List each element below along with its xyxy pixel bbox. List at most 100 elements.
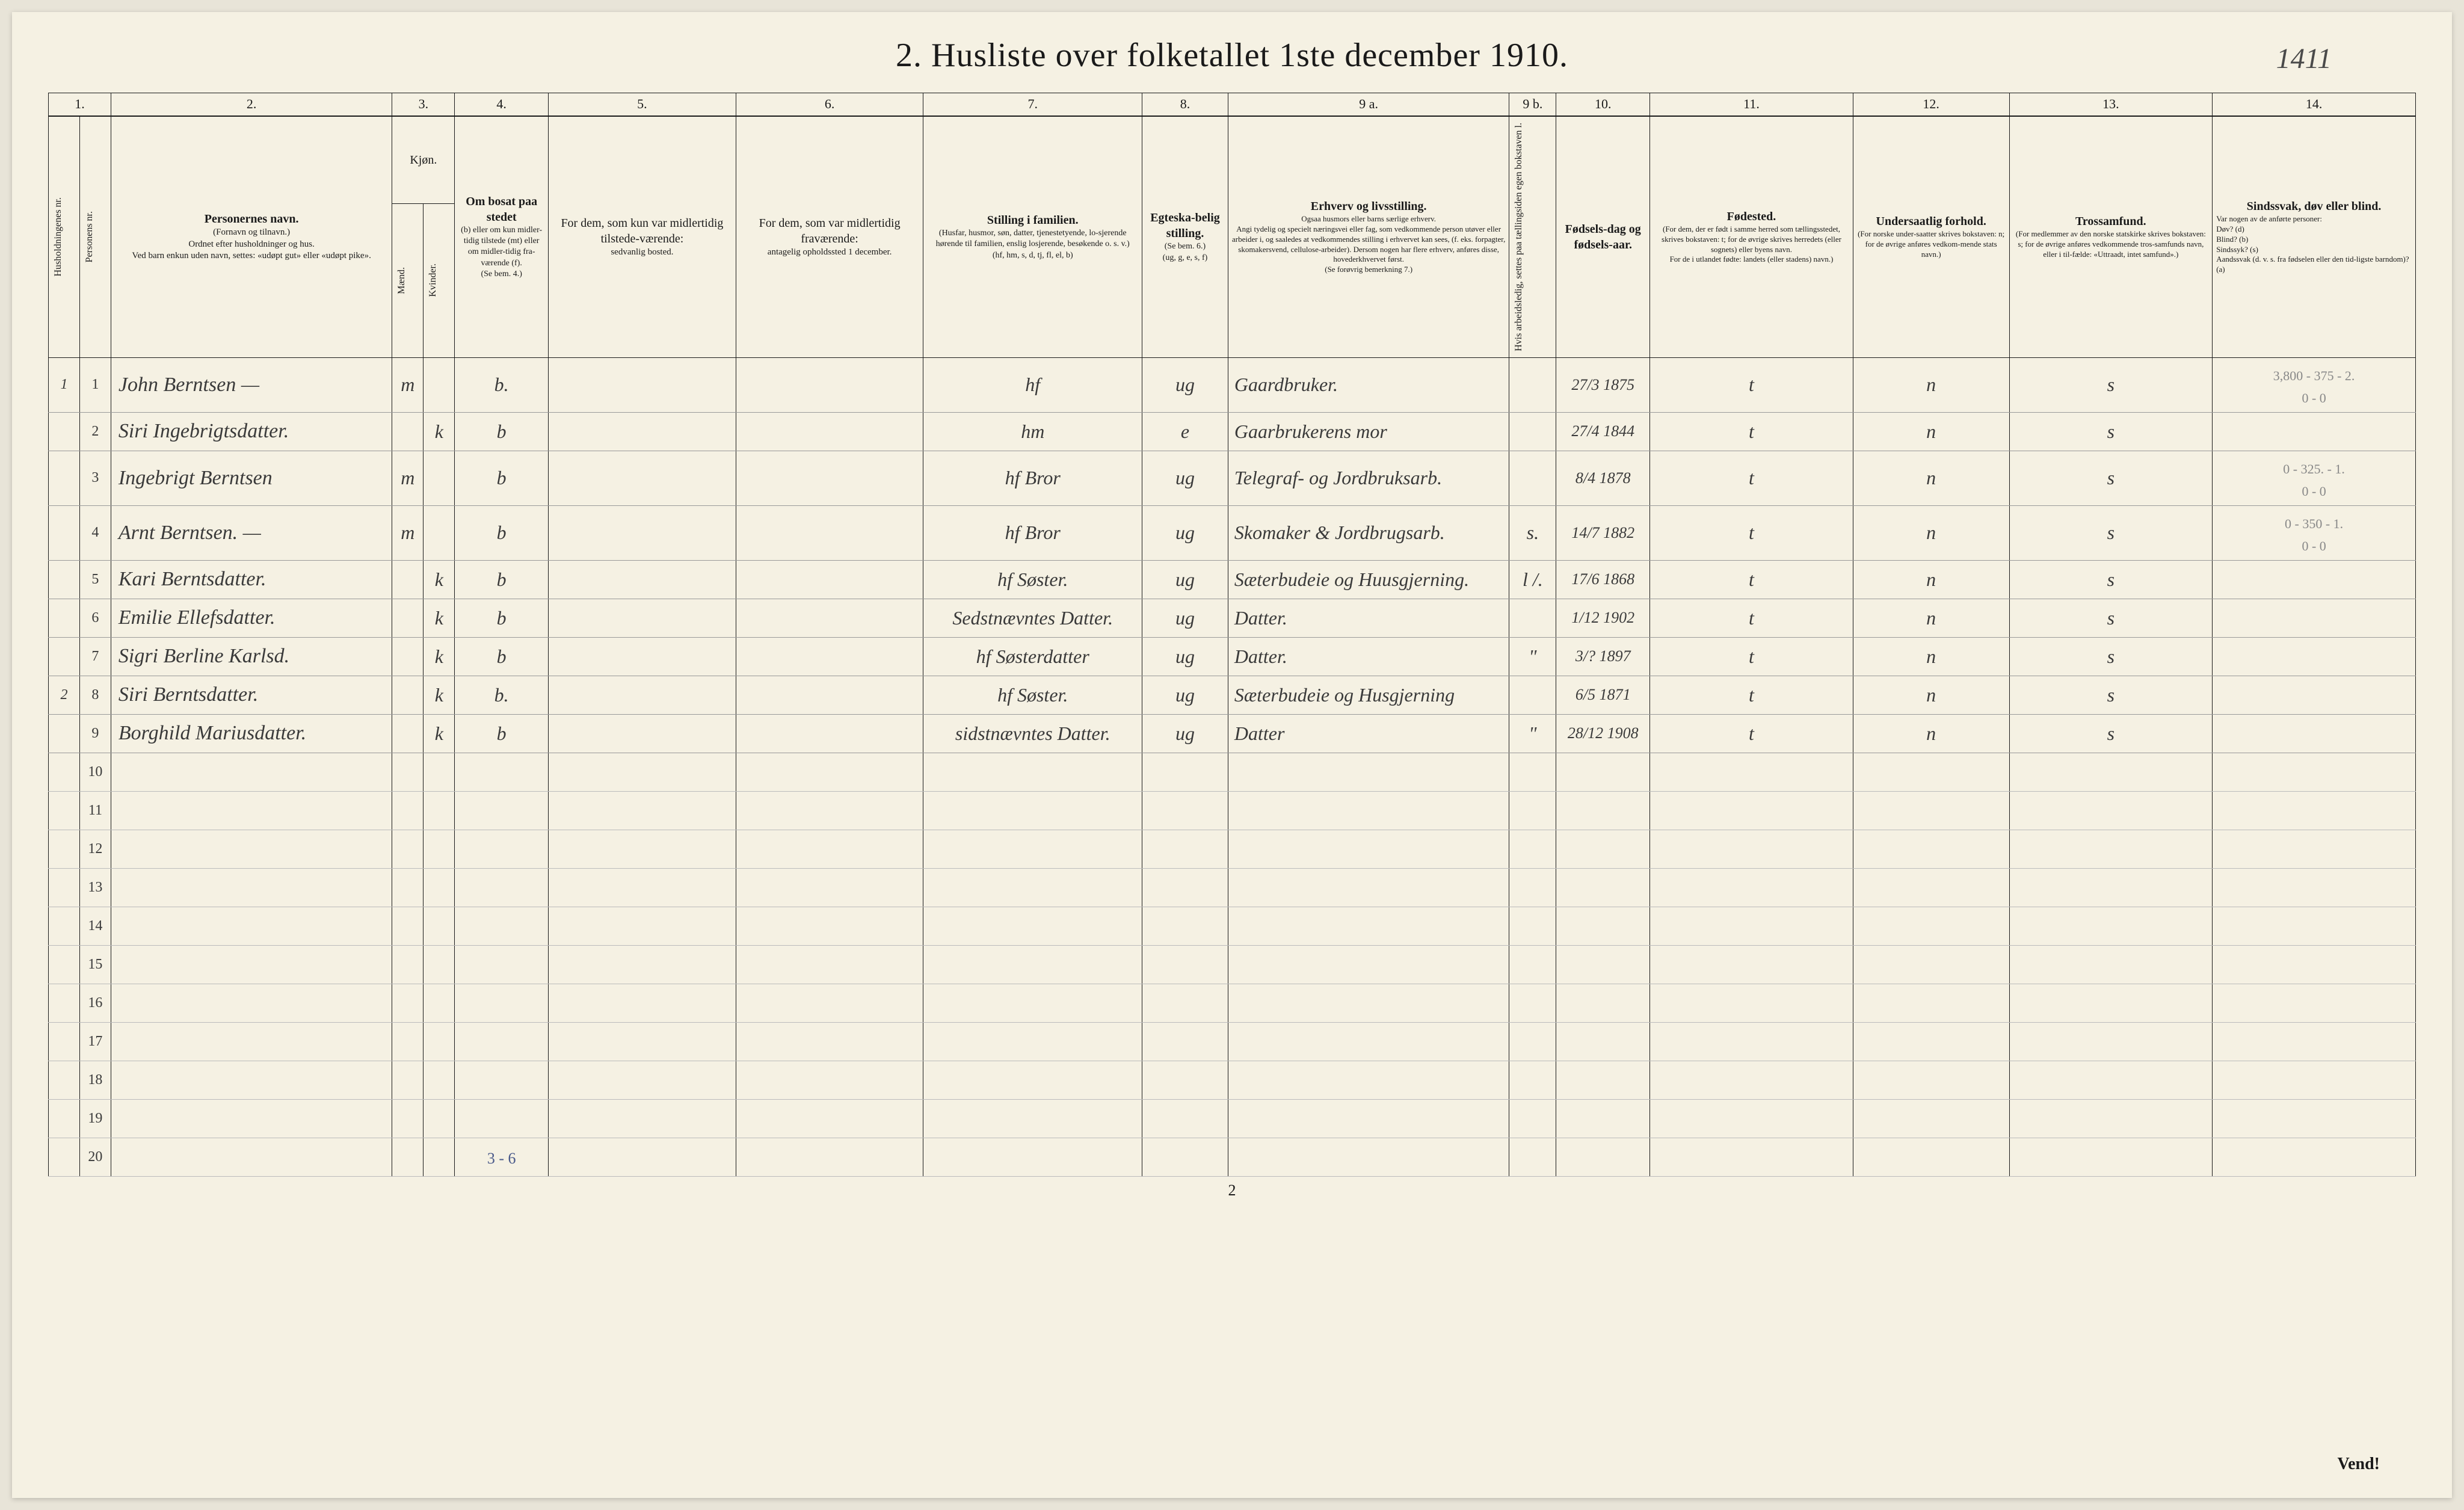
cell-empty <box>1556 830 1650 868</box>
header-col5-sub: sedvanlig bosted. <box>552 247 732 259</box>
header-col10: Fødsels-dag og fødsels-aar. <box>1556 116 1650 357</box>
cell-empty <box>2213 907 2416 945</box>
cell-empty <box>1228 945 1509 984</box>
cell-k: k <box>424 676 455 714</box>
cell-fodsel: 3/? 1897 <box>1556 637 1650 676</box>
header-col4-title: Om bosat paa stedet <box>458 194 544 225</box>
header-col14-title: Sindssvak, døv eller blind. <box>2216 199 2412 214</box>
cell-pnr: 5 <box>79 560 111 599</box>
cell-empty <box>1853 1138 2009 1176</box>
colnum-9a: 9 a. <box>1228 93 1509 116</box>
header-col8-title: Egteska-belig stilling. <box>1146 210 1224 241</box>
cell-empty <box>2213 1022 2416 1061</box>
cell-pnr: 11 <box>79 791 111 830</box>
cell-col6 <box>736 714 923 753</box>
cell-bosat <box>455 907 549 945</box>
cell-m: m <box>392 505 424 560</box>
cell-empty <box>1142 1061 1228 1099</box>
cell-empty <box>1509 1022 1556 1061</box>
cell-empty <box>923 1061 1142 1099</box>
cell-name <box>111 753 392 791</box>
cell-k <box>424 907 455 945</box>
cell-empty <box>923 868 1142 907</box>
cell-erhverv: Datter. <box>1228 637 1509 676</box>
cell-tros: s <box>2009 451 2213 505</box>
cell-tros: s <box>2009 412 2213 451</box>
table-row: 7 Sigri Berline Karlsd. k b hf Søsterdat… <box>49 637 2416 676</box>
cell-k <box>424 451 455 505</box>
page-number-bottom: 2 <box>48 1182 2416 1200</box>
census-page: 1411 2. Husliste over folketallet 1ste d… <box>12 12 2452 1498</box>
cell-empty <box>549 984 736 1022</box>
cell-col5 <box>549 505 736 560</box>
cell-empty <box>1509 791 1556 830</box>
cell-hnr <box>49 945 80 984</box>
cell-empty <box>736 791 923 830</box>
table-row-empty: 10 <box>49 753 2416 791</box>
table-row: 2 Siri Ingebrigtsdatter. k b hm e Gaarbr… <box>49 412 2416 451</box>
cell-empty <box>549 868 736 907</box>
cell-k <box>424 1061 455 1099</box>
cell-bosat: b <box>455 560 549 599</box>
cell-empty <box>549 1022 736 1061</box>
cell-col9b <box>1509 599 1556 637</box>
cell-empty <box>1228 868 1509 907</box>
cell-pnr: 9 <box>79 714 111 753</box>
cell-hnr <box>49 599 80 637</box>
cell-empty <box>1142 1099 1228 1138</box>
cell-m <box>392 637 424 676</box>
cell-empty <box>1650 791 1853 830</box>
header-col9a: Erhverv og livsstilling. Ogsaa husmors e… <box>1228 116 1509 357</box>
table-row: 6 Emilie Ellefsdatter. k b Sedstnævntes … <box>49 599 2416 637</box>
cell-bosat <box>455 791 549 830</box>
cell-hnr <box>49 830 80 868</box>
cell-hnr <box>49 1061 80 1099</box>
cell-hnr <box>49 791 80 830</box>
cell-fodsel: 28/12 1908 <box>1556 714 1650 753</box>
cell-empty <box>1509 753 1556 791</box>
page-title: 2. Husliste over folketallet 1ste decemb… <box>48 36 2416 75</box>
colnum-7: 7. <box>923 93 1142 116</box>
table-body: 1 1 John Berntsen — m b. hf ug Gaardbruk… <box>49 357 2416 1176</box>
cell-m <box>392 984 424 1022</box>
cell-stilling: hf Søsterdatter <box>923 637 1142 676</box>
cell-under: n <box>1853 560 2009 599</box>
census-table: 1. 2. 3. 4. 5. 6. 7. 8. 9 a. 9 b. 10. 11… <box>48 93 2416 1177</box>
cell-empty <box>2009 1022 2213 1061</box>
cell-col14 <box>2213 714 2416 753</box>
cell-pnr: 13 <box>79 868 111 907</box>
cell-fodsel: 17/6 1868 <box>1556 560 1650 599</box>
colnum-13: 13. <box>2009 93 2213 116</box>
cell-empty <box>1509 1061 1556 1099</box>
cell-under: n <box>1853 357 2009 412</box>
cell-erhverv: Skomaker & Jordbrugsarb. <box>1228 505 1509 560</box>
colnum-14: 14. <box>2213 93 2416 116</box>
header-col3-title: Kjøn. <box>392 116 455 203</box>
cell-name <box>111 868 392 907</box>
cell-bosat <box>455 868 549 907</box>
cell-pnr: 1 <box>79 357 111 412</box>
cell-erhverv: Sæterbudeie og Husgjerning <box>1228 676 1509 714</box>
cell-empty <box>1650 1061 1853 1099</box>
cell-pnr: 19 <box>79 1099 111 1138</box>
cell-empty <box>1228 753 1509 791</box>
header-col2-sub: (Fornavn og tilnavn.) Ordnet efter husho… <box>115 227 389 262</box>
cell-col5 <box>549 357 736 412</box>
cell-stilling: hf Søster. <box>923 560 1142 599</box>
cell-egt: ug <box>1142 599 1228 637</box>
cell-pnr: 10 <box>79 753 111 791</box>
cell-fodested: t <box>1650 714 1853 753</box>
cell-fodsel: 8/4 1878 <box>1556 451 1650 505</box>
cell-bosat <box>455 1061 549 1099</box>
cell-m <box>392 560 424 599</box>
cell-empty <box>1142 830 1228 868</box>
cell-empty <box>923 1022 1142 1061</box>
cell-col5 <box>549 637 736 676</box>
cell-m <box>392 907 424 945</box>
header-col12-sub: (For norske under-saatter skrives boksta… <box>1857 229 2006 260</box>
cell-k <box>424 505 455 560</box>
cell-empty <box>923 791 1142 830</box>
cell-tros: s <box>2009 714 2213 753</box>
cell-col6 <box>736 412 923 451</box>
colnum-5: 5. <box>549 93 736 116</box>
